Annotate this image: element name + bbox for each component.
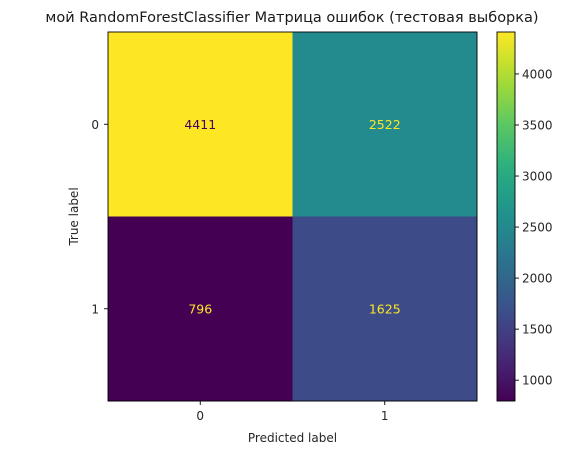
matrix-cell-1-0: [108, 216, 293, 402]
matrix-plot: 4411 2522 796 1625: [107, 31, 478, 402]
y-tick-label: 0: [91, 118, 99, 132]
colorbar: 1000 1500 2000 2500 3000 3500 4000: [496, 31, 553, 402]
colorbar-gradient: [496, 31, 516, 402]
y-tick-label: 1: [91, 302, 99, 316]
x-axis-label: Predicted label: [248, 431, 337, 445]
colorbar-tick-label: 2000: [522, 271, 553, 285]
y-axis-label: True label: [67, 187, 81, 246]
x-tick-label: 1: [381, 409, 389, 423]
x-tick-label: 0: [196, 409, 204, 423]
colorbar-tick-label: 3000: [522, 169, 553, 183]
matrix-cell-0-0: [108, 32, 293, 217]
chart-title: мой RandomForestClassifier Матрица ошибо…: [45, 10, 538, 26]
matrix-cell-1-1: [292, 216, 478, 402]
y-axis: 01: [91, 118, 108, 316]
cell-value-label-1-1: 1625: [369, 301, 401, 316]
colorbar-tick-label: 2500: [522, 220, 553, 234]
colorbar-tick-label: 1000: [522, 373, 553, 387]
matrix-cell-0-1: [292, 32, 478, 217]
cell-value-label-0-0: 4411: [184, 117, 216, 132]
plot-frame: [107, 31, 478, 402]
cell-value-label-1-0: 796: [188, 301, 212, 316]
colorbar-tick-label: 4000: [522, 67, 553, 81]
cell-value-label-0-1: 2522: [369, 117, 401, 132]
colorbar-tick-label: 1500: [522, 322, 553, 336]
colorbar-tick-label: 3500: [522, 118, 553, 132]
